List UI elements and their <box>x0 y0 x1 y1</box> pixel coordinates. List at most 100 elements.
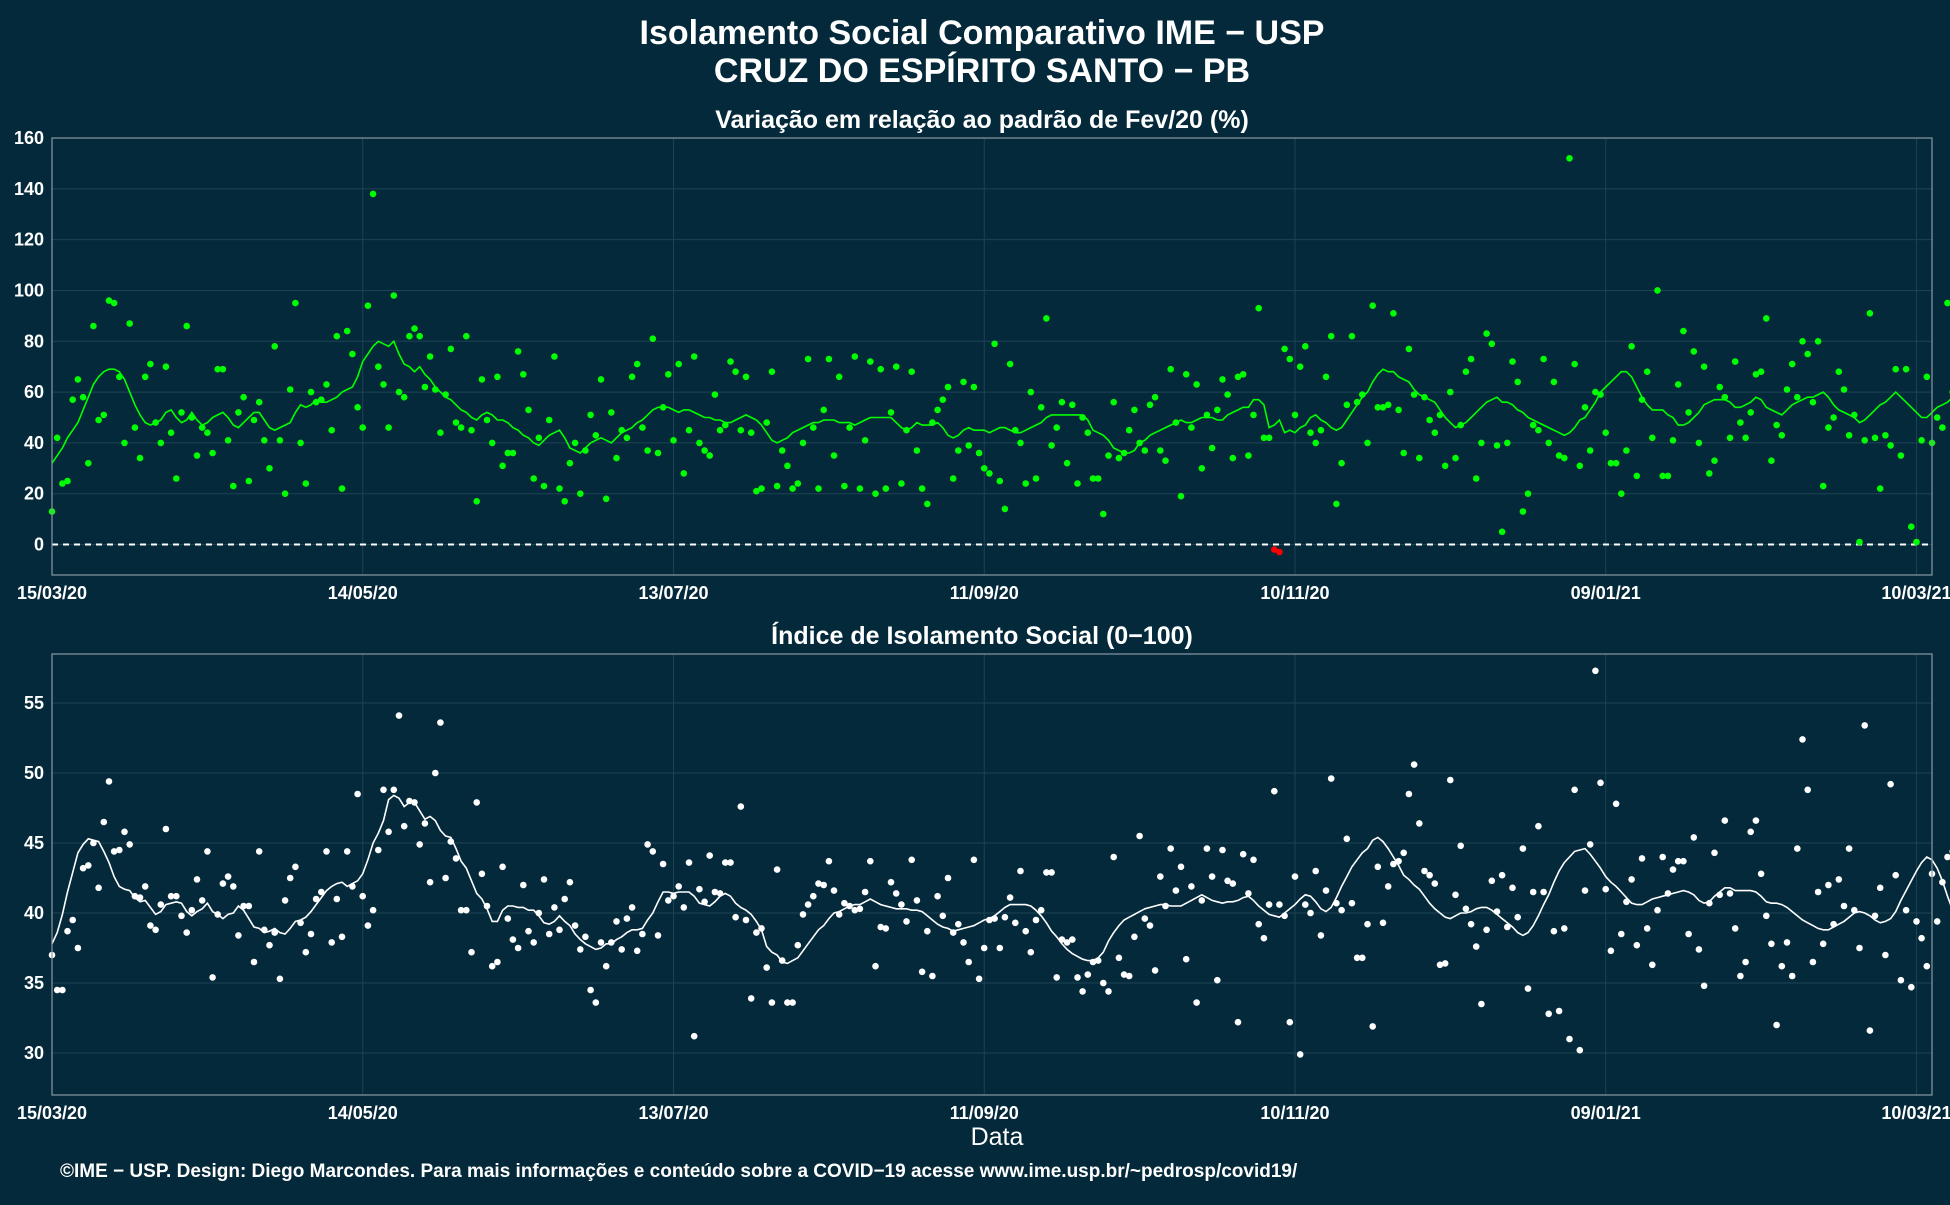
bottom-data-point <box>1876 884 1884 892</box>
bottom-data-point <box>1571 786 1578 794</box>
bottom-data-point <box>1804 786 1811 794</box>
bottom-data-point <box>509 936 517 943</box>
top-data-point <box>1234 373 1242 381</box>
bottom-data-point <box>1825 881 1832 889</box>
top-data-point <box>245 477 253 485</box>
bottom-data-point <box>1726 890 1734 897</box>
top-data-point <box>79 393 87 401</box>
top-data-point <box>960 378 967 386</box>
top-data-point <box>183 322 190 330</box>
bottom-data-point <box>960 939 967 946</box>
top-data-point <box>939 396 947 404</box>
top-data-point <box>1276 548 1283 556</box>
bottom-data-point <box>1198 897 1206 904</box>
bottom-data-point <box>1618 930 1625 938</box>
bottom-data-point <box>1167 845 1174 852</box>
top-data-point <box>1612 459 1620 467</box>
top-data-point <box>975 449 983 457</box>
top-data-point <box>400 393 408 401</box>
top-data-point <box>1022 480 1029 487</box>
top-data-point <box>680 470 688 477</box>
top-data-point <box>1566 155 1573 162</box>
bottom-data-point <box>328 939 336 946</box>
bottom-data-point <box>1146 922 1154 929</box>
top-data-point <box>633 360 641 368</box>
bottom-data-point <box>732 913 739 921</box>
bottom-data-point <box>79 864 87 872</box>
bottom-data-point <box>908 856 915 864</box>
top-data-point <box>1561 454 1568 462</box>
top-data-point <box>830 452 838 459</box>
bottom-data-point <box>1581 887 1589 894</box>
bottom-data-point <box>675 883 682 890</box>
bottom-data-point <box>1566 1035 1573 1043</box>
bottom-data-point <box>126 841 133 848</box>
bottom-data-point <box>810 892 817 900</box>
bottom-data-point <box>69 916 76 924</box>
top-y-tick-label: 60 <box>24 382 44 402</box>
bottom-data-point <box>1239 850 1247 858</box>
bottom-data-point <box>1369 1023 1376 1030</box>
bottom-data-point <box>1037 906 1045 914</box>
top-data-point <box>1711 457 1718 465</box>
bottom-data-point <box>364 922 372 929</box>
top-data-point <box>690 353 698 360</box>
bottom-data-point <box>1933 918 1941 925</box>
bottom-data-point <box>851 906 859 914</box>
bottom-data-point <box>1069 936 1076 943</box>
top-data-point <box>1203 411 1211 419</box>
bottom-data-point <box>592 999 600 1006</box>
top-data-point <box>1338 459 1345 467</box>
top-data-point <box>861 437 869 444</box>
top-data-point <box>778 447 786 454</box>
bottom-data-point <box>1322 887 1330 894</box>
top-data-point <box>1053 424 1060 431</box>
top-data-point <box>934 406 941 414</box>
top-data-point <box>1819 482 1827 490</box>
top-data-point <box>1390 310 1397 317</box>
bottom-data-point <box>602 962 610 970</box>
bottom-data-point <box>1286 1018 1294 1026</box>
bottom-data-point <box>1908 983 1915 991</box>
bottom-data-point <box>892 890 900 897</box>
top-data-point <box>1037 404 1045 411</box>
top-data-point <box>742 373 750 381</box>
top-data-point <box>1799 338 1806 345</box>
top-data-point <box>1208 444 1216 452</box>
top-data-point <box>1892 365 1899 373</box>
top-data-point <box>1296 363 1304 371</box>
top-data-point <box>1581 404 1589 411</box>
bottom-data-point <box>141 883 149 890</box>
bottom-data-point <box>820 881 827 889</box>
bottom-data-point <box>1498 871 1506 879</box>
bottom-data-point <box>178 912 185 920</box>
bottom-data-point <box>1576 1046 1584 1054</box>
bottom-data-point <box>53 986 61 994</box>
bottom-data-point <box>1312 867 1319 875</box>
bottom-data-point <box>1659 853 1666 861</box>
top-data-point <box>1379 404 1387 411</box>
top-data-point <box>571 439 579 447</box>
bottom-data-point <box>504 915 512 922</box>
top-data-point <box>504 449 512 457</box>
bottom-data-point <box>323 848 330 855</box>
top-data-point <box>473 498 481 505</box>
top-data-point <box>1105 452 1112 459</box>
top-y-tick-label: 20 <box>24 484 44 504</box>
top-data-point <box>649 335 657 343</box>
bottom-data-point <box>152 926 159 934</box>
top-data-point <box>1638 396 1646 404</box>
top-data-point <box>644 447 651 454</box>
top-data-point <box>375 363 382 371</box>
bottom-panel-title: Índice de Isolamento Social (0−100) <box>771 621 1193 650</box>
top-data-point <box>1623 447 1630 454</box>
bottom-data-point <box>670 892 677 900</box>
footer-credit: ©IME − USP. Design: Diego Marcondes. Par… <box>60 1161 1298 1182</box>
top-data-point <box>64 477 71 485</box>
bottom-data-point <box>188 906 196 914</box>
top-data-point <box>483 416 491 424</box>
top-data-point <box>478 376 486 383</box>
bottom-data-point <box>1043 869 1050 876</box>
top-data-point <box>1908 523 1915 530</box>
top-data-point <box>292 299 299 307</box>
